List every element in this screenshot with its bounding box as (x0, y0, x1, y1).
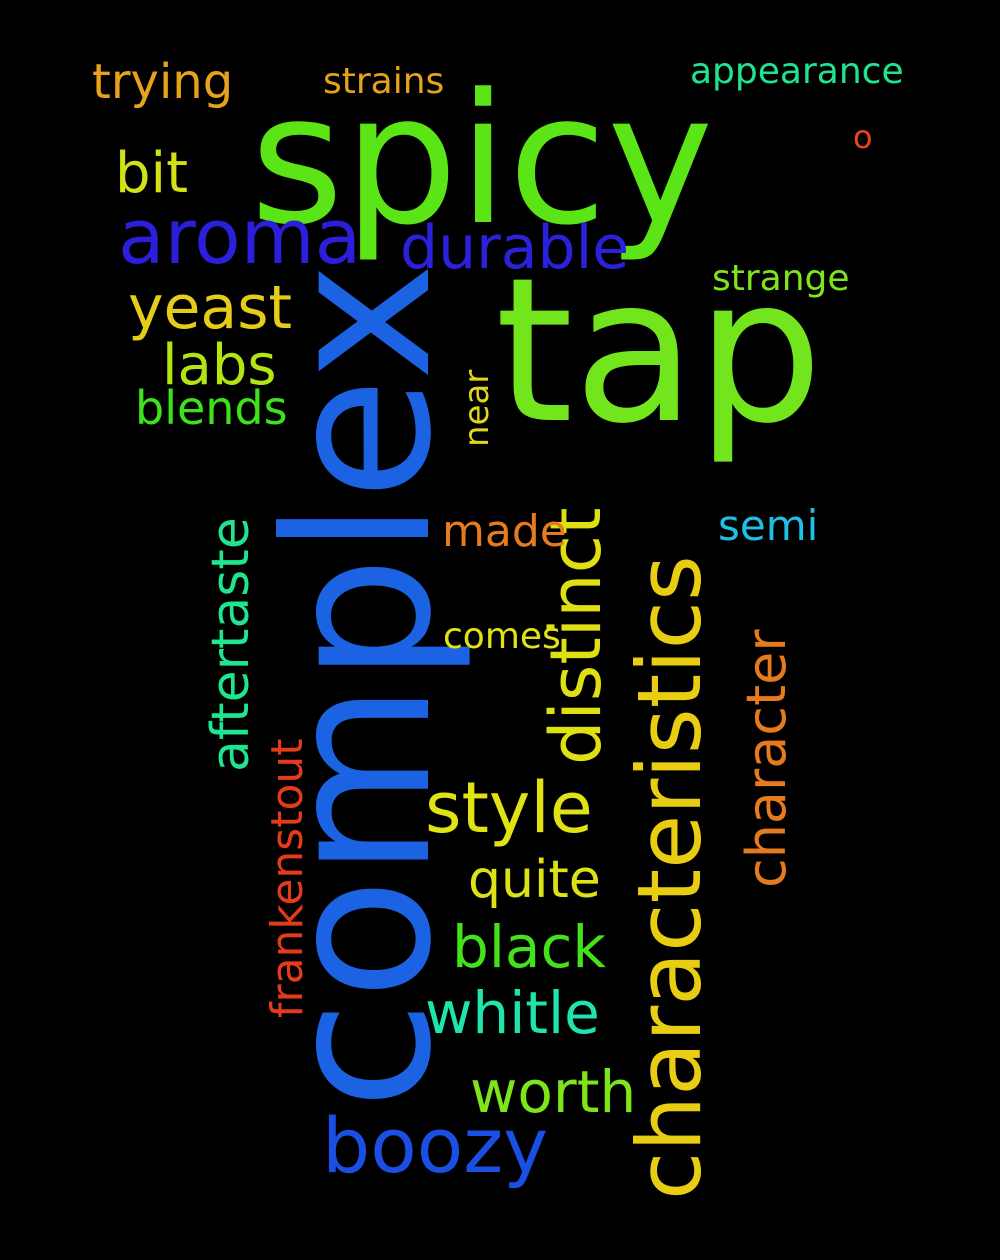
word-trying: trying (92, 54, 233, 110)
word-distinct: distinct (535, 507, 617, 765)
word-style: style (425, 767, 593, 849)
word-boozy: boozy (322, 1101, 548, 1190)
word-complex: complex (243, 262, 476, 1110)
word-labs: labs (162, 333, 277, 398)
word-o: o (853, 118, 873, 156)
word-spicy: spicy (250, 56, 714, 265)
word-near: near (457, 370, 497, 447)
word-quite: quite (468, 850, 601, 910)
word-bit: bit (115, 141, 188, 206)
word-frankenstout: frankenstout (262, 738, 313, 1018)
word-black: black (452, 913, 606, 981)
word-tap: tap (495, 235, 823, 468)
word-character: character (735, 629, 798, 888)
word-appearance: appearance (690, 51, 904, 92)
word-aroma: aroma (118, 192, 361, 281)
word-yeast: yeast (128, 273, 292, 343)
word-semi: semi (718, 501, 818, 550)
word-aftertaste: aftertaste (201, 517, 261, 772)
word-characteristics: characteristics (618, 555, 721, 1200)
word-strains: strains (323, 61, 444, 102)
word-blends: blends (135, 381, 288, 435)
word-strange: strange (712, 258, 850, 299)
word-durable: durable (400, 213, 629, 283)
word-comes: comes (443, 616, 561, 657)
word-whitle: whitle (425, 979, 600, 1047)
word-worth: worth (470, 1058, 636, 1126)
word-made: made (442, 506, 567, 557)
